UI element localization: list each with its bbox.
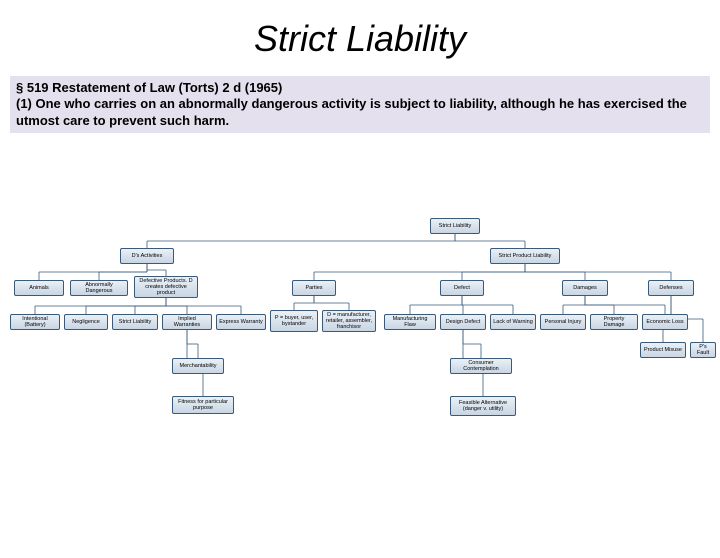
node-cexp: Consumer Contemplation [450,358,512,374]
node-pmis: Product Misuse [640,342,686,358]
node-pinj: Personal Injury [540,314,586,330]
node-intbat: Intentional (Battery) [10,314,60,330]
statute-box: § 519 Restatement of Law (Torts) 2 d (19… [10,76,710,133]
node-pbuy: P = buyer, user, bystander [270,310,318,332]
node-eloss: Economic Loss [642,314,688,330]
node-desd: Design Defect [440,314,486,330]
node-lwarn: Lack of Warning [490,314,536,330]
node-abn: Abnormally Dangerous [70,280,128,296]
hierarchy-diagram: Strict Liability D's Activities Strict Pro… [0,218,720,538]
node-falt: Feasible Alternative (danger v. utility) [450,396,516,416]
node-mflaw: Manufacturing Flaw [384,314,436,330]
statute-line-1: § 519 Restatement of Law (Torts) 2 d (19… [16,80,704,96]
node-parties: Parties [292,280,336,296]
page-title: Strict Liability [0,18,720,60]
node-spl: Strict Product Liability [490,248,560,264]
node-expw: Express Warranty [216,314,266,330]
node-dmfg: D = manufacturer, retailer, assembler, f… [322,310,376,332]
node-pfault: P's Fault [690,342,716,358]
node-dam: Damages [562,280,608,296]
node-sl: Strict Liability [112,314,158,330]
node-neg: Negligence [64,314,108,330]
diagram-connectors [0,218,720,538]
node-fitpp: Fitness for particular purpose [172,396,234,414]
node-anim: Animals [14,280,64,296]
node-dact: D's Activities [120,248,174,264]
node-defect: Defect [440,280,484,296]
node-merch: Merchantability [172,358,224,374]
node-pdmg: Property Damage [590,314,638,330]
node-defp: Defective Products. D creates defective … [134,276,198,298]
node-impw: Implied Warranties [162,314,212,330]
node-defs: Defenses [648,280,694,296]
statute-line-2: (1) One who carries on an abnormally dan… [16,96,704,129]
node-root: Strict Liability [430,218,480,234]
